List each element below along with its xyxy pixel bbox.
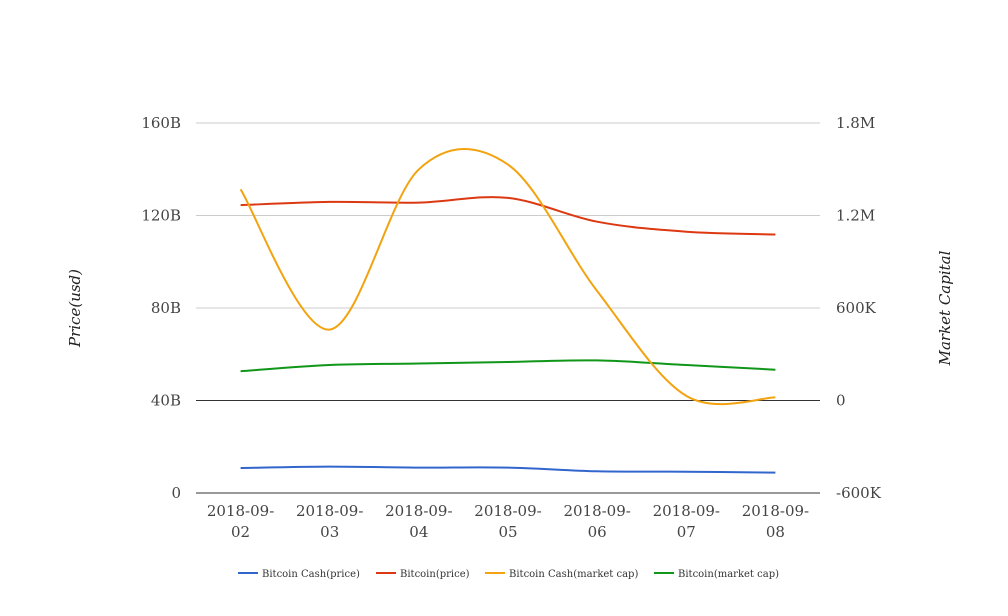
- x-tick-label: 2018-09-04: [385, 502, 452, 541]
- y-axis-left-ticks: 0 40B 80B 120B 160B: [141, 114, 181, 502]
- y-right-tick-label: -600K: [836, 484, 882, 502]
- x-tick-label: 2018-09-06: [563, 502, 630, 541]
- y-axis-right-title: Market Capital: [936, 250, 954, 366]
- series-line-1: [240, 196, 776, 236]
- series-line-3: [240, 359, 776, 373]
- y-left-tick-label: 40B: [151, 392, 181, 410]
- series-lines: [239, 148, 776, 474]
- legend-label: Bitcoin(market cap): [678, 569, 779, 580]
- x-tick-label: 2018-09-02: [207, 502, 274, 541]
- y-left-tick-label: 80B: [151, 299, 181, 317]
- x-tick-label: 2018-09-05: [474, 502, 541, 541]
- x-tick-label: 2018-09-08: [742, 502, 809, 541]
- grid: [196, 122, 820, 494]
- y-left-tick-label: 160B: [141, 114, 181, 132]
- legend-label: Bitcoin(price): [400, 569, 470, 580]
- series-line-0: [240, 465, 776, 474]
- y-right-tick-label: 0: [836, 392, 846, 410]
- y-axis-left-title: Price(usd): [66, 269, 84, 348]
- legend-label: Bitcoin Cash(price): [262, 569, 360, 580]
- y-right-tick-label: 600K: [836, 299, 877, 317]
- series-line-2: [239, 148, 776, 406]
- x-axis-ticks: 2018-09-02 2018-09-03 2018-09-04 2018-09-05…: [207, 502, 809, 541]
- legend: Bitcoin Cash(price) Bitcoin(price) Bitcoin…: [238, 569, 779, 580]
- y-left-tick-label: 0: [171, 484, 181, 502]
- y-axis-right-ticks: -600K 0 600K 1.2M 1.8M: [836, 114, 882, 502]
- x-tick-label: 2018-09-03: [296, 502, 363, 541]
- y-right-tick-label: 1.8M: [836, 114, 875, 132]
- y-right-tick-label: 1.2M: [836, 207, 875, 225]
- x-tick-label: 2018-09-07: [653, 502, 720, 541]
- y-left-tick-label: 120B: [141, 207, 181, 225]
- legend-label: Bitcoin Cash(market cap): [509, 569, 638, 580]
